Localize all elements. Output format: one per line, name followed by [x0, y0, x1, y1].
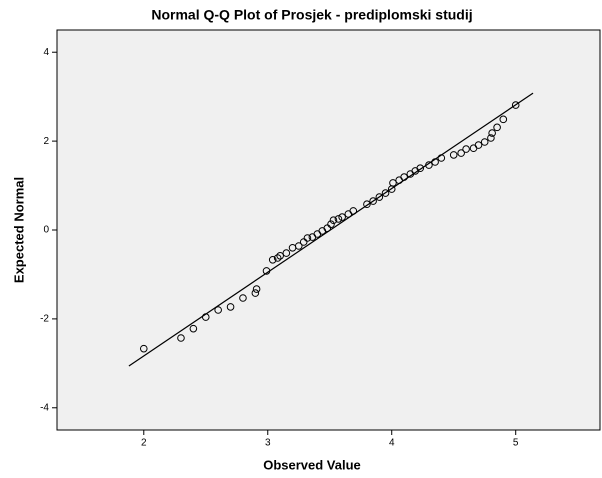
- data-point: [400, 173, 408, 181]
- data-point: [349, 207, 358, 215]
- data-point: [268, 255, 277, 264]
- data-point: [511, 101, 520, 109]
- x-tick-label: 4: [389, 438, 395, 449]
- data-point: [338, 213, 346, 221]
- data-point: [493, 123, 501, 132]
- data-point: [425, 161, 433, 169]
- y-tick-label: 2: [43, 136, 49, 147]
- data-point: [369, 197, 377, 205]
- data-point: [214, 306, 222, 314]
- data-point: [252, 285, 261, 293]
- data-point: [449, 151, 458, 159]
- data-point: [201, 313, 210, 321]
- data-point: [273, 254, 282, 262]
- data-point: [416, 164, 425, 173]
- data-point: [177, 334, 185, 342]
- data-point: [488, 129, 496, 137]
- data-point: [334, 215, 343, 223]
- data-point: [329, 216, 338, 225]
- data-point: [480, 138, 489, 146]
- data-point: [462, 145, 470, 153]
- data-point: [139, 344, 148, 353]
- data-point: [389, 179, 397, 187]
- y-tick-label: 4: [43, 47, 49, 58]
- data-point: [294, 242, 303, 250]
- x-tick-label: 2: [141, 438, 147, 449]
- data-point: [457, 149, 465, 157]
- data-point: [381, 189, 390, 197]
- data-point: [499, 115, 508, 124]
- data-point: [239, 294, 247, 302]
- data-point: [262, 267, 271, 275]
- data-point: [327, 220, 335, 229]
- reference-line: [128, 92, 534, 367]
- data-point: [282, 249, 291, 257]
- data-point: [276, 251, 284, 260]
- y-tick-label: -2: [40, 314, 49, 325]
- x-tick-label: 5: [513, 438, 519, 449]
- x-axis-label: Observed Value: [263, 457, 361, 472]
- data-point: [487, 134, 495, 142]
- data-point: [189, 324, 198, 333]
- plot-area: [56, 29, 601, 431]
- data-point: [474, 141, 483, 149]
- data-point: [363, 200, 371, 209]
- data-point: [437, 154, 446, 162]
- chart-title: Normal Q-Q Plot of Prosjek - prediplomsk…: [151, 7, 472, 23]
- data-point: [431, 158, 439, 166]
- data-point: [251, 289, 260, 297]
- data-point: [226, 303, 235, 311]
- y-tick-label: -4: [40, 402, 49, 413]
- y-axis-label: Expected Normal: [11, 177, 26, 283]
- y-tick-label: 0: [43, 225, 49, 236]
- data-point: [303, 234, 312, 242]
- data-point: [375, 193, 384, 201]
- x-tick-label: 3: [265, 438, 271, 449]
